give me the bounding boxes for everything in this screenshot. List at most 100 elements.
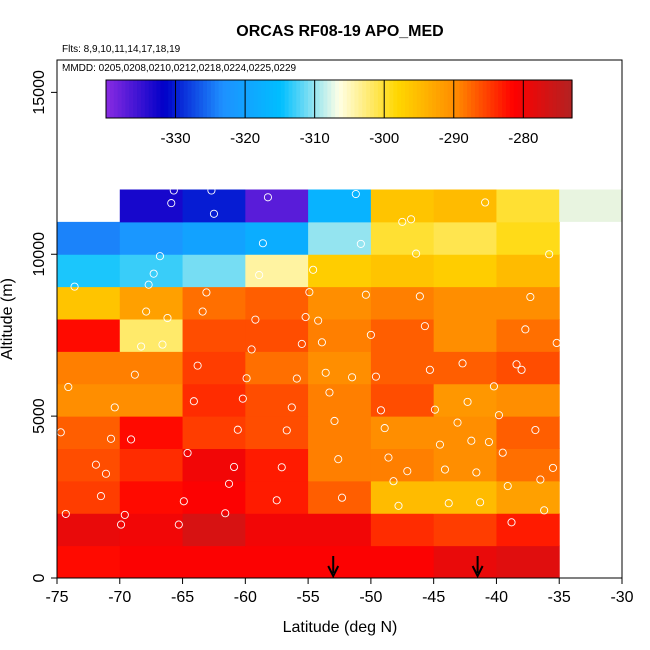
heatmap-cell: [57, 351, 121, 385]
sample-point: [78, 191, 87, 201]
y-tick-label: 15000: [31, 70, 48, 115]
colorbar-segment: [140, 80, 146, 118]
sample-point: [101, 469, 111, 478]
sample-point: [412, 249, 421, 258]
colorbar-segment: [529, 80, 534, 118]
heatmap-cell: [119, 383, 184, 417]
sample-point: [202, 288, 211, 297]
heatmap-cell: [57, 221, 121, 255]
colorbar-segment: [494, 80, 499, 118]
colorbar-segment: [412, 80, 418, 118]
sample-point: [484, 437, 493, 447]
colorbar-segment: [269, 80, 274, 118]
heatmap-cell: [119, 286, 184, 320]
heatmap-cell: [370, 416, 435, 449]
colorbar-segment: [117, 80, 123, 118]
sample-point: [179, 497, 188, 506]
y-tick-label: 5000: [31, 398, 48, 434]
heatmap-cell: [119, 189, 184, 223]
sample-point: [394, 501, 403, 510]
x-tick-label: -70: [108, 589, 131, 606]
sample-point: [356, 239, 365, 248]
heatmap-cell: [182, 286, 246, 320]
sample-point: [314, 316, 323, 325]
sample-point: [440, 465, 450, 474]
colorbar-segment: [272, 80, 278, 118]
heatmap-cells: [57, 189, 622, 579]
colorbar-segment: [498, 80, 503, 118]
colorbar-segment: [133, 80, 138, 118]
heatmap-cell: [433, 480, 497, 514]
flight-arrow: [471, 556, 484, 579]
sample-point: [463, 397, 472, 406]
colorbar-segment: [568, 80, 573, 118]
colorbar-segment: [292, 80, 297, 118]
colorbar-tick-label: -330: [161, 130, 191, 147]
heatmap-cell: [245, 351, 309, 385]
sample-point: [321, 368, 330, 377]
colorbar-segment: [342, 80, 348, 118]
heatmap-cell: [245, 319, 309, 352]
y-tick-label: 0: [31, 573, 48, 582]
heatmap-cell: [57, 319, 121, 352]
chart-title: ORCAS RF08-19 APO_MED: [236, 23, 443, 40]
colorbar-segment: [335, 80, 340, 118]
heatmap-cell: [433, 351, 497, 385]
heatmap-cell: [119, 221, 184, 255]
colorbar-segment: [214, 80, 220, 118]
sample-point: [96, 492, 105, 501]
heatmap-cell: [119, 513, 184, 547]
heatmap-cell: [370, 480, 435, 514]
colorbar-segment: [179, 80, 185, 118]
heatmap-cell: [496, 221, 560, 255]
colorbar-segment: [482, 80, 488, 118]
colorbar-segment: [257, 80, 262, 118]
colorbar-segment: [455, 80, 460, 118]
colorbar-segment: [373, 80, 379, 118]
heatmap-cell: [370, 513, 435, 547]
colorbar-tick-label: -310: [300, 130, 330, 147]
colorbar-segment: [323, 80, 328, 118]
heatmap-cell: [182, 383, 246, 417]
colorbar-segment: [377, 80, 383, 118]
heatmap-cell: [308, 351, 372, 385]
colorbar-segment: [206, 80, 212, 118]
colorbar-segment: [564, 80, 569, 118]
colorbar-segment: [226, 80, 231, 118]
heatmap-cell: [245, 286, 309, 320]
x-tick-label: -55: [297, 589, 320, 606]
x-tick-label: -30: [610, 589, 633, 606]
heatmap-cell: [496, 189, 560, 223]
colorbar-segment: [195, 80, 200, 118]
heatmap-cell: [182, 480, 246, 514]
sample-point: [552, 338, 561, 348]
colorbar-segment: [471, 80, 476, 118]
heatmap-cell: [57, 383, 121, 417]
sample-point: [169, 186, 178, 195]
heatmap-cell: [370, 351, 435, 385]
colorbar-segment: [513, 80, 519, 118]
sample-point: [221, 509, 230, 518]
heatmap-cell: [245, 383, 309, 417]
colorbar-tick-label: -280: [508, 130, 538, 147]
x-tick-label: -45: [422, 589, 445, 606]
sample-point: [130, 370, 139, 379]
colorbar-segment: [397, 80, 402, 118]
heatmap-cell: [308, 545, 372, 579]
heatmap-cell: [57, 286, 121, 320]
sample-point: [242, 374, 251, 383]
heatmap-cell: [245, 189, 309, 223]
heatmap-cell: [433, 286, 497, 320]
heatmap-cell: [370, 319, 435, 352]
heatmap-cell: [245, 513, 309, 547]
heatmap-cell: [119, 480, 184, 514]
heatmap-cell: [433, 254, 497, 288]
colorbar-segment: [389, 80, 394, 118]
sample-point: [548, 463, 557, 472]
colorbar-segment: [175, 80, 181, 118]
heatmap-cell: [119, 545, 184, 579]
heatmap-cell: [308, 416, 372, 449]
heatmap-cell: [308, 480, 372, 514]
heatmap-cell: [496, 480, 560, 514]
sample-point: [531, 425, 540, 435]
